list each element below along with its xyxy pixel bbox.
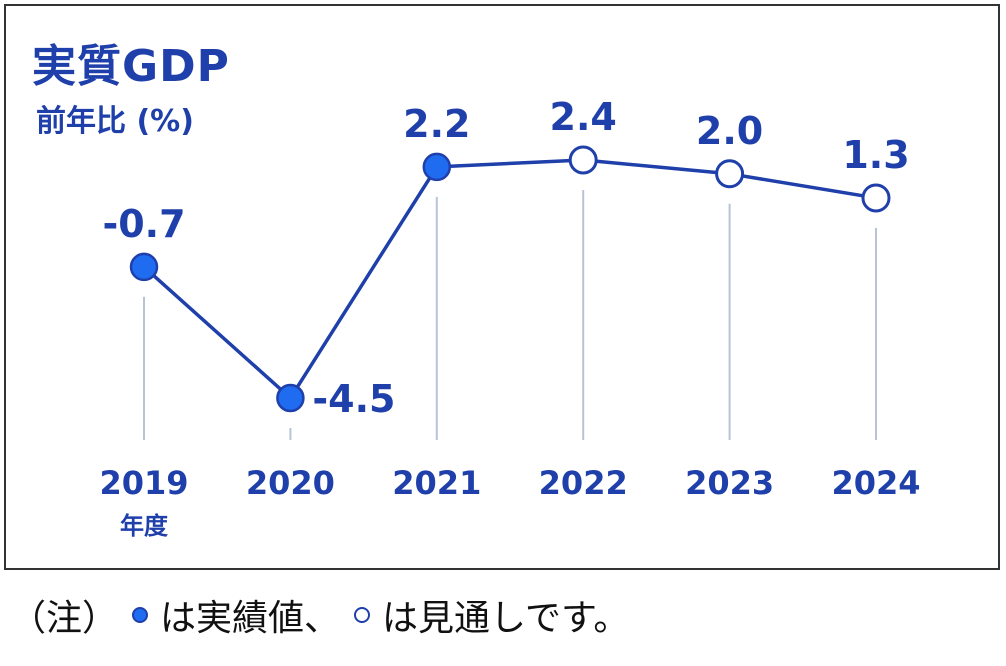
value-label-2020: -4.5 <box>312 377 395 421</box>
data-point-2024 <box>861 183 891 213</box>
note-forecast-text: は見通しです。 <box>382 598 630 639</box>
x-unit-label: 年度 <box>120 512 169 540</box>
x-tick-label-2023: 2023 <box>685 464 774 502</box>
value-label-2022: 2.4 <box>550 95 617 139</box>
forecast-marker-icon <box>354 607 371 623</box>
chart-frame <box>4 4 1000 570</box>
chart-note: （注） は実績値、 は見通しです。 <box>10 585 629 645</box>
x-tick-label-2024: 2024 <box>831 464 920 502</box>
line-chart: -0.7 -4.5 2.2 2.4 2.0 1.3 2019 2020 2021 2022 202… <box>99 95 920 540</box>
data-point-2019 <box>129 252 159 282</box>
x-tick-label-2021: 2021 <box>392 464 481 502</box>
value-label-2019: -0.7 <box>102 202 185 246</box>
value-label-2024: 1.3 <box>842 133 909 177</box>
data-point-2022 <box>568 145 598 175</box>
note-prefix: （注） <box>10 598 119 639</box>
data-point-2021 <box>422 152 452 182</box>
x-tick-label-2019: 2019 <box>99 464 188 502</box>
x-tick-label-2020: 2020 <box>246 464 335 502</box>
value-label-2023: 2.0 <box>696 109 763 153</box>
note-actual-text: は実績値、 <box>160 598 341 639</box>
x-tick-label-2022: 2022 <box>539 464 628 502</box>
y-axis-label: 前年比 (%) <box>36 104 194 139</box>
series-line <box>142 158 877 400</box>
data-point-2020 <box>276 383 305 413</box>
actual-marker-icon <box>132 607 149 623</box>
chart-title: 実質GDP <box>32 41 230 92</box>
data-point-2023 <box>715 159 745 189</box>
value-label-2021: 2.2 <box>403 102 470 146</box>
